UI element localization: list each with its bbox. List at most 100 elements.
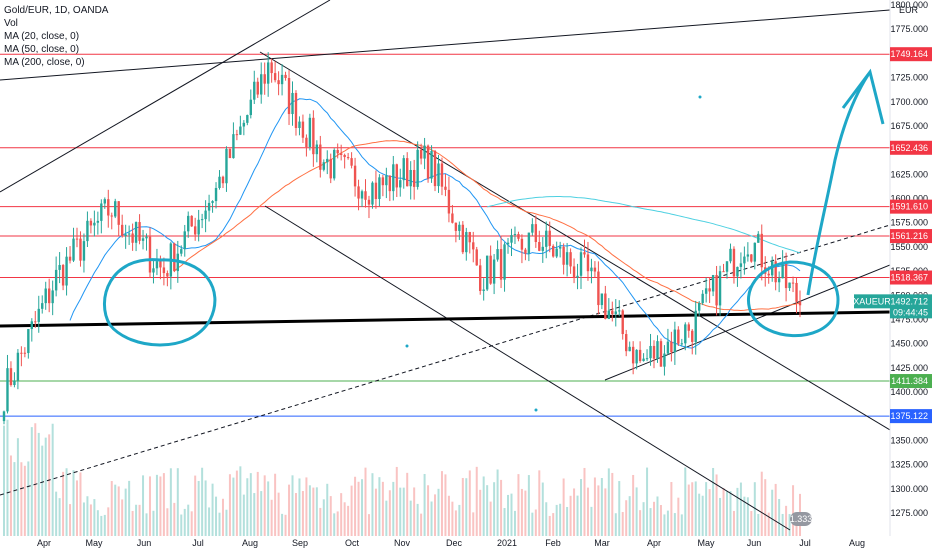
candle-body [524, 249, 527, 254]
volume-bar [493, 482, 496, 536]
volume-bar [298, 478, 301, 536]
x-tick-label: Apr [647, 538, 661, 548]
legend-ma200[interactable]: MA (200, close, 0) [4, 57, 85, 68]
candle-body [426, 145, 430, 179]
level-tag [890, 140, 932, 155]
candle-body [586, 254, 590, 272]
x-tick-label: Jul [192, 538, 204, 548]
volume-bar [646, 467, 649, 536]
dashed-trend [0, 224, 891, 496]
volume-bar [291, 475, 294, 536]
volume-bar [374, 488, 377, 536]
price-axis[interactable]: 1800.0001775.0001750.0001725.0001700.000… [853, 0, 932, 550]
volume-bar [767, 512, 770, 536]
y-tick-label: 1300.000 [890, 484, 928, 494]
volume-bar [712, 467, 715, 536]
volume-bar [739, 482, 742, 536]
volume-bar [792, 485, 795, 536]
candle-body [54, 269, 58, 291]
volume-bar [263, 475, 266, 536]
time-axis[interactable]: Apr May Jun Jul Aug Sep Oct Nov Dec 2021 Feb Mar Apr… [0, 536, 890, 550]
volume-bar [135, 504, 138, 536]
x-tick-label: Jul [799, 538, 811, 548]
volume-bar [520, 488, 523, 536]
volume-bar [294, 493, 297, 536]
volume-bar [315, 487, 318, 536]
volume-bar [93, 499, 96, 536]
legend-ma50[interactable]: MA (50, close, 0) [4, 44, 80, 55]
volume-bar [562, 478, 565, 536]
candle-body [492, 259, 496, 284]
candle-body [350, 158, 353, 166]
y-tick-label: 1325.000 [890, 460, 928, 470]
level-tag [890, 199, 932, 214]
candle-body [381, 177, 385, 186]
candle-body [684, 324, 687, 344]
candle-body [23, 352, 27, 354]
last-price-tag [890, 294, 932, 319]
volume-bar [9, 455, 12, 536]
volume-bar [489, 501, 492, 536]
volume-bar [656, 496, 659, 536]
candle-body [614, 311, 617, 315]
volume-bar [663, 514, 666, 536]
channel-upper [259, 51, 891, 431]
horizontal-levels [0, 53, 890, 417]
candle-body [44, 288, 47, 304]
candle-body [346, 157, 350, 159]
volume-bar [103, 514, 106, 536]
volume-bar [555, 504, 558, 536]
candle-body [294, 92, 298, 128]
candle-body [68, 256, 72, 261]
candle-body [256, 81, 259, 95]
candle-body [312, 117, 315, 155]
candle-body [388, 175, 392, 192]
candle-body [552, 245, 555, 257]
candle-body [211, 201, 214, 203]
candle-body [183, 231, 186, 250]
last-price-label: 1492.712 [890, 296, 928, 306]
candle-body [120, 224, 124, 236]
candle-body [618, 310, 621, 312]
legend-symbol[interactable]: Gold/EUR, 1D, OANDA [4, 5, 109, 16]
volume-bar [329, 496, 332, 536]
level-tag [890, 47, 932, 62]
level-tag [890, 409, 932, 424]
level-tag-label: 1375.122 [890, 411, 928, 421]
volume-bar [597, 485, 600, 536]
candle-body [440, 163, 444, 187]
volume-bar [378, 477, 381, 536]
candle-body [364, 191, 367, 200]
volume-bar [308, 485, 311, 536]
volume-bar [124, 488, 127, 536]
volume-bar [79, 472, 82, 536]
volume-bar [437, 488, 440, 536]
volume-bar [395, 466, 398, 536]
candle-body [691, 330, 694, 342]
candle-body [127, 233, 131, 235]
candle-body [597, 271, 600, 306]
candle-body [284, 74, 287, 79]
candle-body [513, 234, 517, 236]
candle-body [670, 341, 673, 353]
y-tick-label: 1675.000 [890, 121, 928, 131]
legend-ma20[interactable]: MA (20, close, 0) [4, 31, 80, 42]
candle-body [41, 303, 44, 309]
volume-bar [538, 470, 541, 536]
candle-body [406, 158, 409, 187]
candle-body [193, 226, 197, 235]
volume-bar [670, 482, 673, 536]
candle-body [722, 271, 725, 273]
volume-bar [698, 493, 701, 536]
candle-body [266, 62, 270, 84]
candle-body [499, 249, 503, 280]
legend-volume[interactable]: Vol [4, 18, 18, 29]
volume-bar [708, 489, 711, 536]
candle-body [611, 310, 614, 315]
volume-bar [593, 477, 596, 536]
candle-body [218, 176, 221, 188]
candle-body [496, 249, 499, 260]
volume-bar [680, 514, 683, 536]
x-tick-label: Jun [137, 538, 152, 548]
